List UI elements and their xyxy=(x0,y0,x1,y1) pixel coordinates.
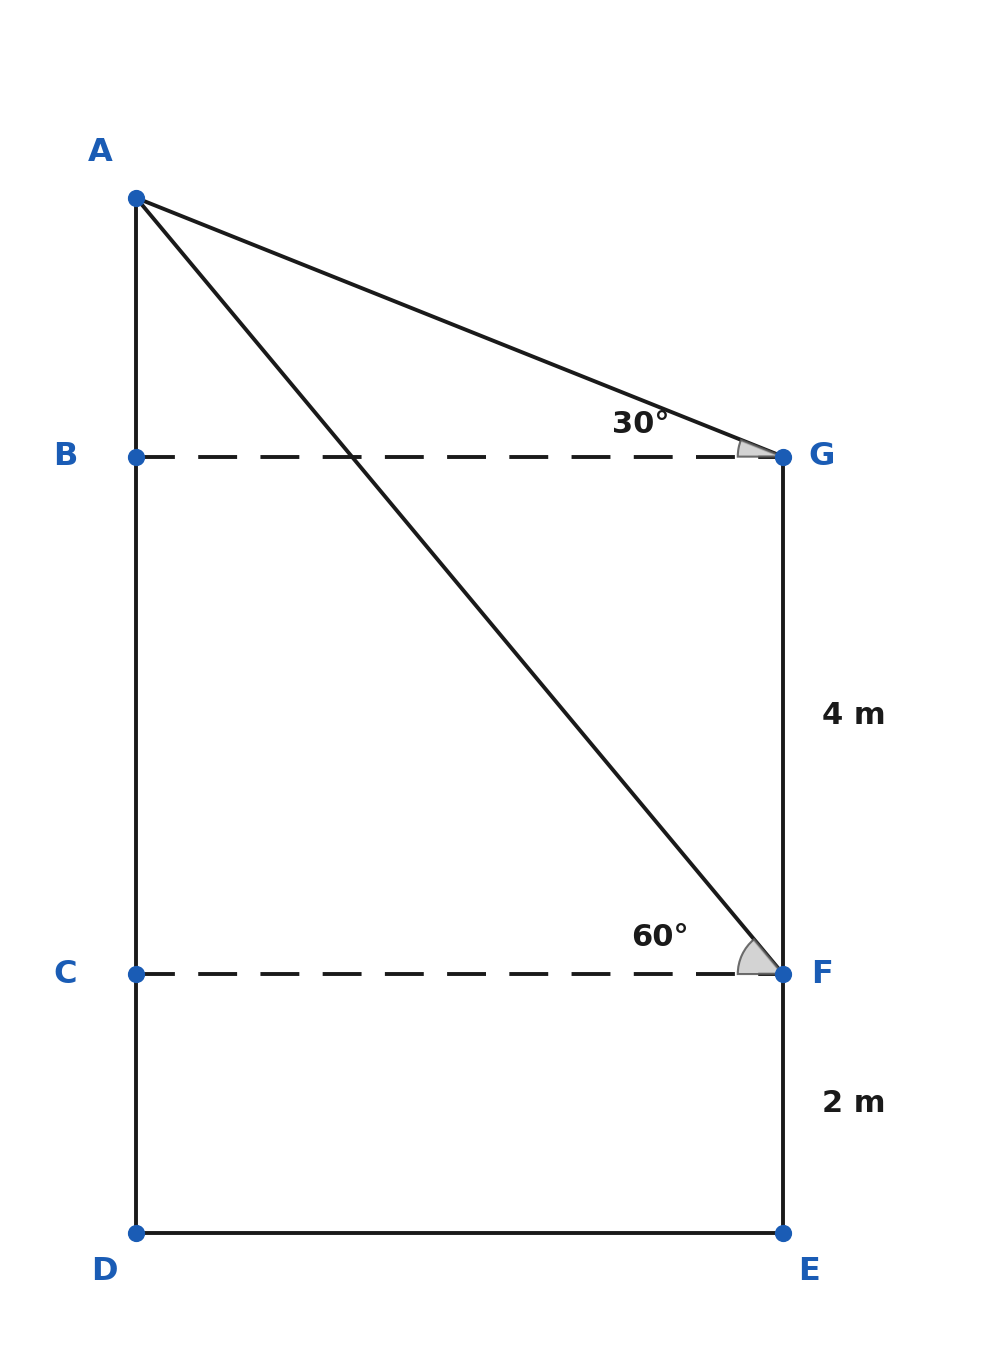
Point xyxy=(129,187,145,209)
Point xyxy=(129,963,145,985)
Text: 60°: 60° xyxy=(632,923,689,952)
Text: 2 m: 2 m xyxy=(823,1089,886,1117)
Text: G: G xyxy=(809,441,835,473)
Text: F: F xyxy=(811,959,832,989)
Text: E: E xyxy=(798,1255,820,1287)
Text: 4 m: 4 m xyxy=(823,701,886,729)
Text: B: B xyxy=(53,441,78,473)
Text: 30°: 30° xyxy=(612,410,669,438)
Text: C: C xyxy=(53,959,77,989)
Point xyxy=(129,445,145,467)
Point xyxy=(775,445,791,467)
Wedge shape xyxy=(738,940,783,974)
Wedge shape xyxy=(738,440,783,456)
Point xyxy=(129,1221,145,1243)
Text: A: A xyxy=(88,137,112,168)
Point xyxy=(775,1221,791,1243)
Point xyxy=(775,963,791,985)
Text: D: D xyxy=(91,1255,117,1287)
